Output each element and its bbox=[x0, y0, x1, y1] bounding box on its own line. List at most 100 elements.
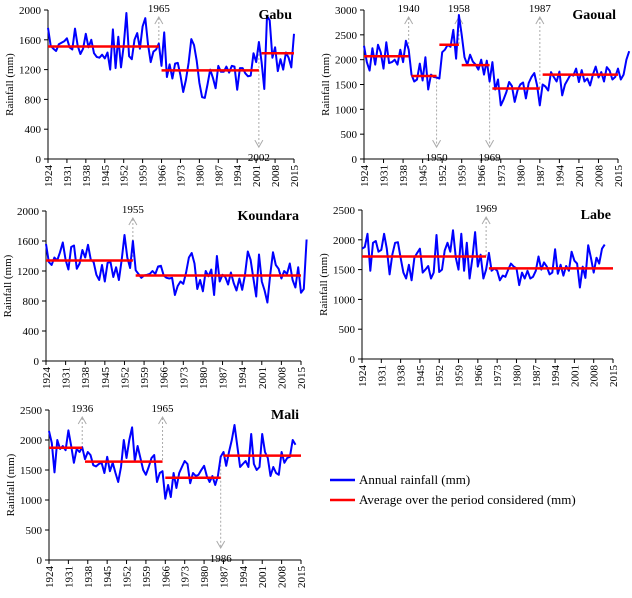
x-tick-label: 1973 bbox=[175, 165, 187, 188]
chart-title: Gaoual bbox=[572, 8, 616, 23]
x-tick-label: 1924 bbox=[41, 367, 53, 390]
annotation-label: 1969 bbox=[475, 203, 498, 215]
y-tick-label: 2500 bbox=[335, 30, 358, 42]
annotation-label: 2002 bbox=[248, 152, 270, 164]
y-tick-label: 1500 bbox=[335, 80, 358, 92]
y-tick-label: 2500 bbox=[20, 405, 43, 417]
x-tick-label: 1924 bbox=[357, 365, 369, 388]
x-tick-label: 1973 bbox=[496, 165, 508, 188]
y-tick-label: 0 bbox=[34, 356, 40, 368]
x-tick-label: 1938 bbox=[398, 165, 410, 188]
annotation-arrowhead-up-icon bbox=[535, 15, 545, 25]
y-tick-label: 1000 bbox=[335, 104, 358, 116]
x-tick-label: 1924 bbox=[359, 165, 371, 188]
x-tick-label: 2015 bbox=[289, 165, 301, 188]
x-tick-label: 2001 bbox=[257, 367, 269, 389]
y-axis-label: Rainfall (mm) bbox=[318, 253, 330, 316]
y-tick-label: 2000 bbox=[20, 435, 43, 447]
x-tick-label: 1973 bbox=[492, 365, 504, 388]
x-tick-label: 1987 bbox=[218, 367, 230, 390]
y-tick-label: 0 bbox=[37, 555, 43, 567]
x-tick-label: 2008 bbox=[270, 165, 282, 188]
x-tick-label: 1959 bbox=[457, 165, 469, 188]
x-tick-label: 2001 bbox=[574, 165, 586, 187]
x-tick-label: 1945 bbox=[100, 367, 112, 390]
y-axis-label: Rainfall (mm) bbox=[2, 254, 14, 317]
x-tick-label: 1952 bbox=[119, 165, 131, 187]
y-axis-label: Rainfall (mm) bbox=[4, 53, 16, 116]
y-tick-label: 2500 bbox=[333, 205, 356, 217]
x-tick-label: 1987 bbox=[213, 165, 225, 188]
x-tick-label: 1987 bbox=[535, 165, 547, 188]
annotation-label: 1987 bbox=[529, 3, 552, 15]
annotation-arrowhead-up-icon bbox=[481, 215, 491, 225]
x-tick-label: 1938 bbox=[396, 365, 408, 388]
y-tick-label: 0 bbox=[352, 154, 358, 166]
chart-title: Labe bbox=[581, 208, 611, 223]
y-tick-label: 2000 bbox=[19, 5, 42, 17]
annotation-label: 1969 bbox=[479, 152, 502, 164]
x-tick-label: 2001 bbox=[251, 165, 263, 187]
series-line-annual-rainfall bbox=[361, 229, 606, 289]
x-tick-label: 2008 bbox=[276, 367, 288, 390]
x-tick-label: 1931 bbox=[379, 165, 391, 187]
y-tick-label: 2000 bbox=[335, 55, 358, 67]
x-tick-label: 1931 bbox=[61, 367, 73, 389]
x-tick-label: 2001 bbox=[257, 566, 269, 588]
annotation-arrowhead-down-icon bbox=[254, 139, 264, 149]
x-tick-label: 1945 bbox=[100, 165, 112, 188]
annotation-label: 1950 bbox=[426, 152, 449, 164]
x-tick-label: 1980 bbox=[511, 365, 523, 388]
x-tick-label: 2008 bbox=[589, 365, 601, 388]
x-tick-label: 1980 bbox=[515, 165, 527, 188]
chart-title: Mali bbox=[271, 408, 299, 423]
x-tick-label: 1924 bbox=[44, 566, 56, 589]
annotation-arrowhead-up-icon bbox=[158, 415, 167, 425]
x-tick-label: 1959 bbox=[141, 566, 153, 589]
series-line-annual-rainfall bbox=[363, 14, 631, 107]
chart-title: Koundara bbox=[238, 209, 299, 224]
series-line-annual-rainfall bbox=[45, 234, 308, 304]
y-tick-label: 800 bbox=[23, 296, 40, 308]
annotation-arrowhead-down-icon bbox=[216, 540, 226, 550]
series-line-annual-rainfall bbox=[47, 12, 295, 99]
y-tick-label: 1600 bbox=[19, 35, 42, 47]
x-tick-label: 1938 bbox=[81, 165, 93, 188]
y-tick-label: 1500 bbox=[20, 465, 43, 477]
annotation-label: 1965 bbox=[148, 3, 171, 15]
x-tick-label: 1945 bbox=[418, 165, 430, 188]
legend-label-average: Average over the period considered (mm) bbox=[359, 492, 576, 507]
chart-panel-gaoual: 0 500 1000 1500 2000 2500 3000 1924 1931 1938 1945… bbox=[320, 3, 631, 188]
y-tick-label: 0 bbox=[36, 154, 42, 166]
x-tick-label: 1966 bbox=[159, 367, 171, 390]
y-tick-label: 1000 bbox=[20, 495, 43, 507]
chart-panel-koundara: 0 400 800 1200 1600 2000 1924 1931 1938 1945 1952 1… bbox=[2, 204, 308, 389]
x-tick-label: 1966 bbox=[473, 365, 485, 388]
y-tick-label: 1200 bbox=[17, 266, 40, 278]
x-tick-label: 1959 bbox=[138, 165, 150, 188]
y-tick-label: 500 bbox=[339, 324, 356, 336]
x-tick-label: 1994 bbox=[237, 367, 249, 390]
y-tick-label: 2000 bbox=[17, 206, 40, 218]
x-tick-label: 1994 bbox=[238, 566, 250, 589]
y-tick-label: 800 bbox=[25, 94, 42, 106]
annotation-label: 1958 bbox=[448, 3, 471, 15]
annotation-label: 1940 bbox=[398, 3, 421, 15]
annotation-label: 1986 bbox=[210, 553, 233, 565]
x-tick-label: 1952 bbox=[119, 367, 131, 389]
x-tick-label: 1959 bbox=[454, 365, 466, 388]
x-tick-label: 2001 bbox=[569, 365, 581, 387]
y-tick-label: 500 bbox=[26, 525, 43, 537]
x-tick-label: 1966 bbox=[157, 165, 169, 188]
y-tick-label: 0 bbox=[350, 354, 356, 366]
x-tick-label: 1987 bbox=[531, 365, 543, 388]
x-tick-label: 1973 bbox=[180, 566, 192, 589]
x-tick-label: 1987 bbox=[218, 566, 230, 589]
x-tick-label: 1938 bbox=[80, 367, 92, 390]
annotation-arrowhead-up-icon bbox=[154, 15, 164, 25]
x-tick-label: 1945 bbox=[415, 365, 427, 388]
chart-title: Gabu bbox=[259, 8, 293, 23]
y-axis-label: Rainfall (mm) bbox=[5, 453, 17, 516]
x-tick-label: 1994 bbox=[550, 365, 562, 388]
